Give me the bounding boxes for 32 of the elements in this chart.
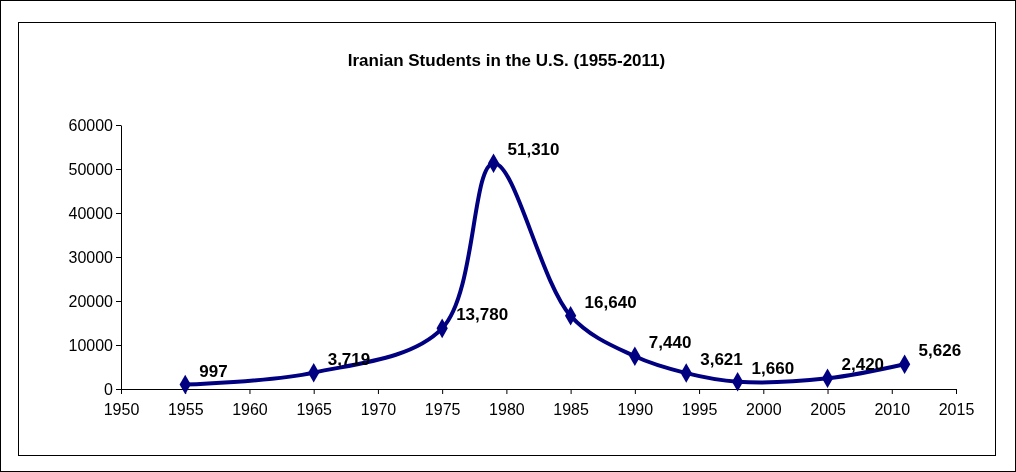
x-tick-label: 1990 <box>617 400 654 418</box>
text: 3,719 <box>327 349 371 369</box>
text: 51,310 <box>507 140 560 160</box>
x-tick-label: 1955 <box>167 400 204 418</box>
text: 7,440 <box>648 333 692 353</box>
x-tick-label: 1980 <box>489 400 525 418</box>
text: 997 <box>199 361 228 381</box>
x-tick-label: 1950 <box>103 400 140 418</box>
y-tick-label: 30000 <box>68 248 114 266</box>
x-tick-label: 1965 <box>296 400 333 418</box>
x-tick-label: 2010 <box>874 400 911 418</box>
x-tick-label: 1995 <box>681 400 718 418</box>
text: 16,640 <box>584 292 637 312</box>
text: 5,626 <box>918 341 962 361</box>
x-tick-label: 1985 <box>553 400 590 418</box>
y-tick-label: 20000 <box>68 292 114 310</box>
x-tick-label: 1970 <box>360 400 397 418</box>
y-tick-label: 60000 <box>68 116 114 134</box>
y-tick-label: 50000 <box>68 160 114 178</box>
text: 2,420 <box>841 355 885 375</box>
chart-title: Iranian Students in the U.S. (1955-2011) <box>347 51 666 70</box>
x-tick-label: 2015 <box>938 400 975 418</box>
x-tick-label: 1975 <box>424 400 461 418</box>
text: 3,621 <box>700 350 743 370</box>
x-tick-label: 1960 <box>232 400 268 418</box>
y-tick-label: 0 <box>104 380 114 398</box>
x-tick-label: 2000 <box>746 400 782 418</box>
text: 1,660 <box>751 358 795 378</box>
y-tick-label: 40000 <box>68 204 114 222</box>
x-tick-label: 2005 <box>810 400 846 418</box>
y-tick-label: 10000 <box>68 336 114 354</box>
text: 13,780 <box>456 305 509 325</box>
